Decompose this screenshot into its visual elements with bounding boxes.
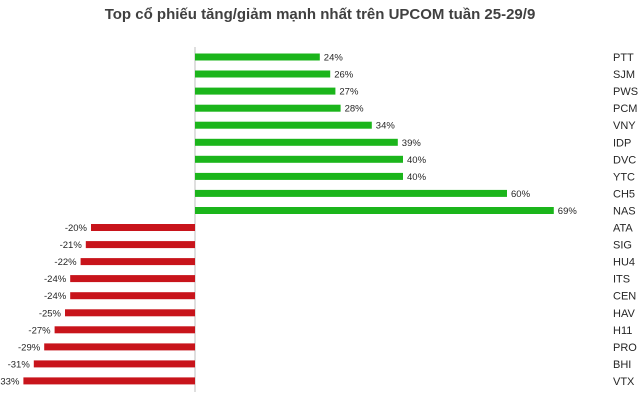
chart-title: Top cổ phiếu tăng/giảm mạnh nhất trên UP… — [104, 6, 536, 23]
bars-group — [23, 53, 554, 385]
category-label-pcm: PCM — [613, 103, 637, 115]
bar-sig — [85, 241, 195, 249]
bar-idp — [195, 138, 398, 146]
value-label-dvc: 40% — [407, 155, 427, 166]
category-label-sjm: SJM — [613, 69, 635, 81]
bar-pws — [195, 87, 336, 95]
category-label-vny: VNY — [613, 120, 636, 132]
bar-pcm — [195, 104, 341, 112]
value-labels-group: 24% 26% 27% 28% 34% 39% 40% 40% 60% 69% -20% -21% -2… — [0, 53, 577, 388]
category-label-pro: PRO — [613, 342, 637, 354]
bar-ytc — [195, 172, 403, 180]
bar-pro — [44, 343, 196, 351]
category-label-pws: PWS — [613, 86, 638, 98]
category-label-bhi: BHI — [613, 359, 631, 371]
value-label-vtx: -33% — [0, 376, 20, 387]
bar-ata — [91, 224, 195, 231]
value-label-ch5: 60% — [511, 189, 531, 200]
value-label-hav: -25% — [39, 308, 62, 319]
value-label-its: -24% — [44, 274, 67, 285]
value-label-hu4: -22% — [54, 257, 77, 268]
bar-h11 — [54, 326, 195, 334]
bar-vtx — [23, 377, 196, 385]
category-label-ata: ATA — [613, 223, 633, 235]
category-label-ptt: PTT — [613, 52, 634, 64]
value-label-cen: -24% — [44, 291, 67, 302]
category-label-cen: CEN — [613, 291, 636, 303]
category-label-dvc: DVC — [613, 154, 636, 166]
value-label-ytc: 40% — [407, 172, 427, 183]
value-label-ptt: 24% — [324, 53, 344, 64]
bar-vny — [195, 121, 372, 129]
category-labels-group: PTT SJM PWS PCM VNY IDP DVC YTC CH5 NAS ATA SIG HU4 I… — [613, 52, 638, 388]
bar-its — [70, 275, 195, 283]
bar-dvc — [195, 155, 403, 163]
bar-hu4 — [80, 258, 195, 266]
value-label-pws: 27% — [339, 87, 359, 98]
bar-nas — [195, 207, 554, 214]
value-label-idp: 39% — [402, 138, 422, 149]
bar-cen — [70, 292, 195, 300]
value-label-vny: 34% — [376, 121, 396, 132]
category-label-ytc: YTC — [613, 171, 635, 183]
category-label-idp: IDP — [613, 137, 631, 149]
value-label-pro: -29% — [18, 342, 41, 353]
value-label-bhi: -31% — [8, 359, 31, 370]
value-label-sjm: 26% — [334, 70, 354, 81]
value-label-ata: -20% — [65, 223, 88, 234]
bar-bhi — [33, 360, 195, 368]
value-label-h11: -27% — [28, 325, 51, 336]
bar-ptt — [195, 53, 320, 61]
category-label-nas: NAS — [613, 206, 636, 218]
category-label-hu4: HU4 — [613, 257, 635, 269]
category-label-its: ITS — [613, 274, 630, 286]
bar-hav — [65, 309, 195, 317]
category-label-sig: SIG — [613, 240, 632, 252]
bar-ch5 — [195, 189, 507, 197]
value-label-nas: 69% — [558, 206, 578, 217]
category-label-h11: H11 — [613, 325, 632, 337]
category-label-ch5: CH5 — [613, 188, 635, 200]
bar-sjm — [195, 70, 331, 78]
value-label-sig: -21% — [60, 240, 83, 251]
category-label-hav: HAV — [613, 308, 635, 320]
value-label-pcm: 28% — [345, 104, 365, 115]
category-label-vtx: VTX — [613, 376, 635, 388]
